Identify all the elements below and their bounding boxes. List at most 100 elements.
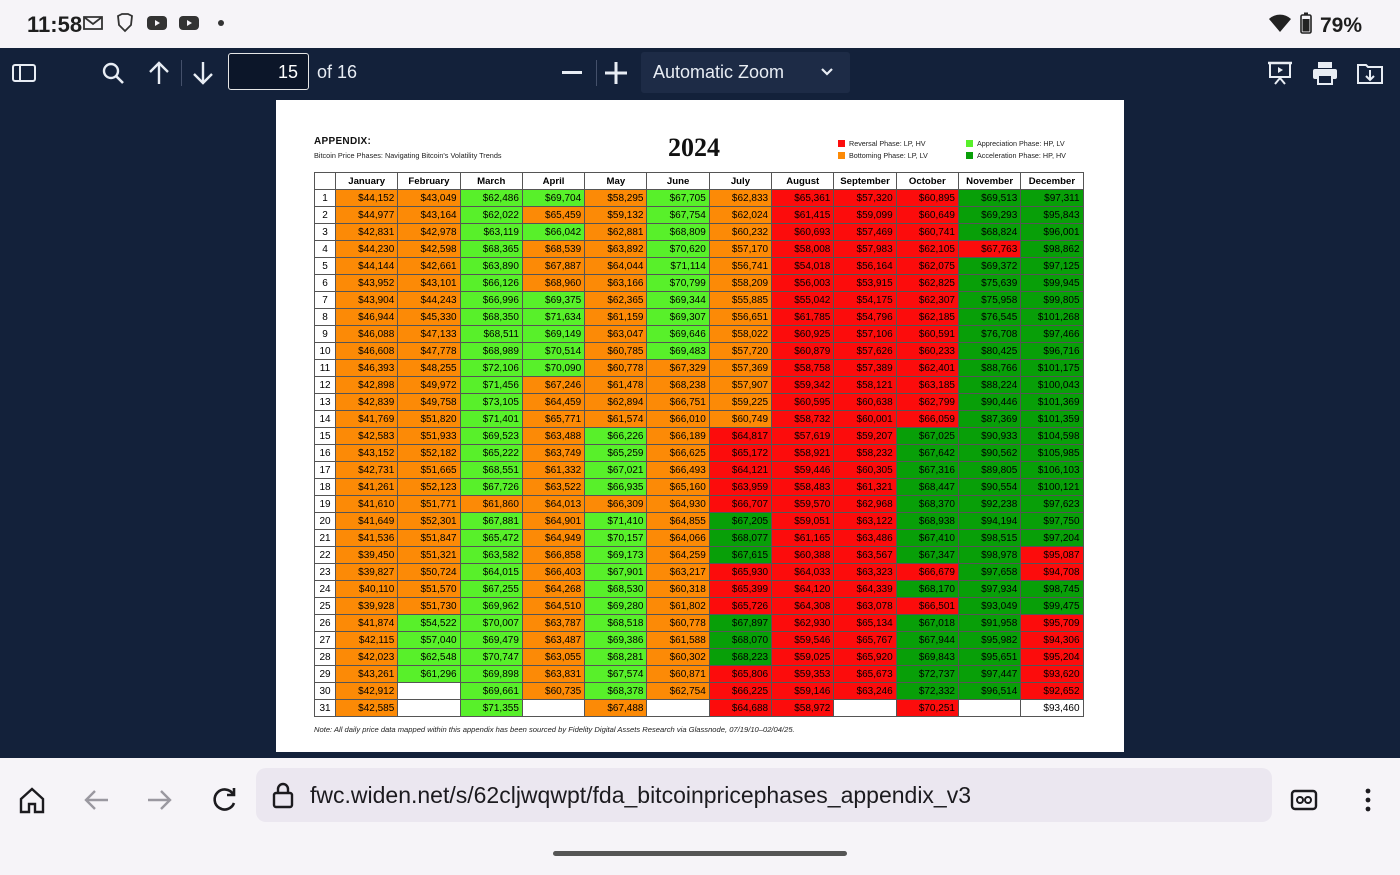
day-cell: 5: [314, 257, 336, 275]
notification-icons: [82, 13, 232, 33]
price-cell: $49,972: [397, 376, 461, 394]
price-cell: $64,268: [521, 580, 586, 598]
table-row: 8 $46,944 $45,330 $68,350 $71,634 $61,159 $69,…: [314, 308, 1084, 326]
price-cell: $71,401: [459, 410, 523, 428]
price-cell: $68,824: [957, 223, 1022, 241]
price-cell: $65,172: [708, 444, 773, 462]
price-cell: $66,403: [521, 563, 586, 581]
table-row: 5 $44,144 $42,661 $63,890 $67,887 $64,044 $71,…: [314, 257, 1084, 275]
price-cell: $60,595: [771, 393, 835, 411]
price-cell: $95,087: [1020, 546, 1084, 564]
price-cell: $52,301: [397, 512, 461, 530]
pdf-viewer[interactable]: APPENDIX: Bitcoin Price Phases: Navigati…: [0, 98, 1400, 758]
save-icon[interactable]: [1352, 48, 1388, 98]
battery-level: 79%: [1319, 14, 1362, 37]
price-cell: $42,978: [397, 223, 461, 241]
price-cell: $59,207: [833, 427, 897, 445]
day-cell: 9: [314, 325, 336, 343]
price-cell: $101,268: [1020, 308, 1084, 326]
price-cell: $67,881: [459, 512, 523, 530]
presentation-mode-icon[interactable]: [1262, 48, 1298, 98]
day-cell: 18: [314, 478, 336, 496]
previous-page-icon[interactable]: [141, 48, 177, 98]
price-cell: $64,901: [521, 512, 586, 530]
price-cell: $66,625: [646, 444, 710, 462]
url-field[interactable]: fwc.widen.net/s/62cljwqwpt/fda_bitcoinpr…: [256, 768, 1272, 822]
next-page-icon[interactable]: [185, 48, 221, 98]
price-cell: $59,051: [771, 512, 835, 530]
price-cell: $41,261: [334, 478, 399, 496]
system-indicators: 79%: [1268, 12, 1362, 40]
price-cell: $63,122: [833, 512, 897, 530]
price-cell: $69,661: [459, 682, 523, 700]
table-row: 19 $41,610 $51,771 $61,860 $64,013 $66,309 $64…: [314, 495, 1084, 513]
day-cell: 12: [314, 376, 336, 394]
price-cell: $97,204: [1020, 529, 1084, 547]
price-cell: $70,157: [584, 529, 648, 547]
legend-swatch: [966, 152, 973, 159]
price-cell: $94,194: [957, 512, 1022, 530]
price-cell: $57,720: [708, 342, 773, 360]
forward-icon[interactable]: [140, 780, 180, 820]
price-cell: $60,232: [708, 223, 773, 241]
price-cell: $98,862: [1020, 240, 1084, 258]
youtube-icon: [146, 13, 168, 33]
gesture-handle[interactable]: [553, 851, 847, 856]
price-cell: $68,511: [459, 325, 523, 343]
price-cell: $60,302: [646, 648, 710, 666]
price-cell: $43,164: [397, 206, 461, 224]
price-cell: $46,944: [334, 308, 399, 326]
zoom-select[interactable]: Automatic Zoom: [641, 52, 850, 93]
price-cell: $42,912: [334, 682, 399, 700]
price-cell: $58,295: [584, 189, 648, 207]
price-cell: $97,658: [957, 563, 1022, 581]
price-cell: $106,103: [1020, 461, 1084, 479]
back-icon[interactable]: [76, 780, 116, 820]
table-row: 21 $41,536 $51,847 $65,472 $64,949 $70,157 $64…: [314, 529, 1084, 547]
zoom-out-icon[interactable]: [556, 48, 588, 98]
month-header: May: [584, 172, 648, 190]
price-cell: $63,487: [521, 631, 586, 649]
table-row: 13 $42,839 $49,758 $73,105 $64,459 $62,894 $66…: [314, 393, 1084, 411]
price-cell: $60,925: [771, 325, 835, 343]
price-cell: $64,121: [708, 461, 773, 479]
price-cell: $96,001: [1020, 223, 1084, 241]
price-cell: $44,144: [334, 257, 399, 275]
price-cell: $65,673: [833, 665, 897, 683]
price-cell: $68,365: [459, 240, 523, 258]
home-icon[interactable]: [12, 780, 52, 820]
price-cell: $60,749: [708, 410, 773, 428]
page-number-input[interactable]: 15: [228, 53, 309, 90]
incognito-tabs-icon[interactable]: [1284, 780, 1324, 820]
price-cell: $65,259: [584, 444, 648, 462]
price-cell: $95,204: [1020, 648, 1084, 666]
table-row: 14 $41,769 $51,820 $71,401 $65,771 $61,574 $66…: [314, 410, 1084, 428]
price-cell: $62,024: [708, 206, 773, 224]
price-cell: $68,281: [584, 648, 648, 666]
price-cell: $68,447: [895, 478, 959, 496]
price-cell: $56,164: [833, 257, 897, 275]
zoom-in-icon[interactable]: [600, 48, 632, 98]
clock: 11:58: [27, 12, 83, 37]
price-cell: $95,651: [957, 648, 1022, 666]
day-cell: 15: [314, 427, 336, 445]
day-cell: 8: [314, 308, 336, 326]
price-cell: $60,871: [646, 665, 710, 683]
reload-icon[interactable]: [204, 780, 244, 820]
sidebar-toggle-icon[interactable]: [6, 48, 42, 98]
table-row: 3 $42,831 $42,978 $63,119 $66,042 $62,881 $68,…: [314, 223, 1084, 241]
price-cell: $60,879: [771, 342, 835, 360]
price-cell: $61,588: [646, 631, 710, 649]
menu-icon[interactable]: [1348, 780, 1388, 820]
price-cell: $63,217: [646, 563, 710, 581]
search-icon[interactable]: [95, 48, 131, 98]
price-cell: $58,209: [708, 274, 773, 292]
table-row: 2 $44,977 $43,164 $62,022 $65,459 $59,132 $67,…: [314, 206, 1084, 224]
price-cell: $105,985: [1020, 444, 1084, 462]
month-header: August: [771, 172, 835, 190]
table-row: 16 $43,152 $52,182 $65,222 $63,749 $65,259 $66…: [314, 444, 1084, 462]
price-cell: $65,472: [459, 529, 523, 547]
print-icon[interactable]: [1307, 48, 1343, 98]
day-cell: 22: [314, 546, 336, 564]
price-cell: $93,049: [957, 597, 1022, 615]
